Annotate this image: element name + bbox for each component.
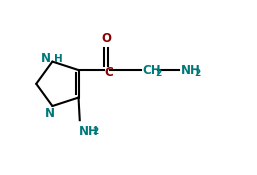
Text: 2: 2 [92,127,98,136]
Text: 2: 2 [194,69,200,78]
Text: N: N [45,107,55,120]
Text: N: N [40,52,50,65]
Text: NH: NH [181,64,200,77]
Text: 2: 2 [155,69,162,78]
Text: H: H [54,54,62,64]
Text: CH: CH [142,64,161,77]
Text: C: C [105,66,114,79]
Text: O: O [101,33,111,46]
Text: NH: NH [79,125,98,138]
